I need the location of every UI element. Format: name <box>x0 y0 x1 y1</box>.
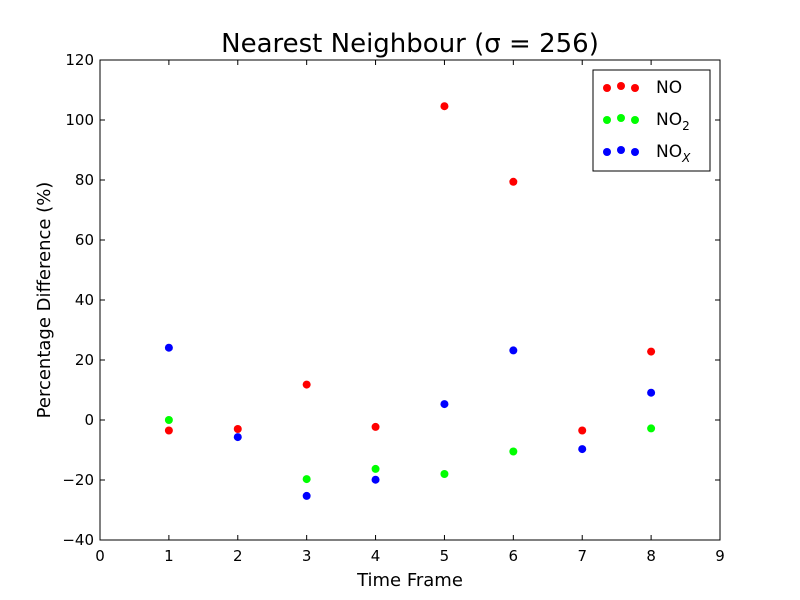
chart-title: Nearest Neighbour (σ = 256) <box>221 29 599 59</box>
data-point-series-0 <box>233 425 242 433</box>
data-point-series-2 <box>509 346 518 355</box>
legend-marker <box>603 148 611 156</box>
x-tick-label: 7 <box>577 547 587 565</box>
data-point-series-2 <box>164 343 173 352</box>
x-axis-label: Time Frame <box>356 570 463 591</box>
y-tick-label: 60 <box>75 231 94 249</box>
legend-marker <box>603 116 611 124</box>
y-axis-label: Percentage Difference (%) <box>34 182 55 419</box>
data-points <box>164 102 656 500</box>
data-point-series-2 <box>578 445 587 454</box>
x-tick-label: 4 <box>371 547 381 565</box>
data-point-series-1 <box>440 470 449 478</box>
legend-marker <box>617 114 625 122</box>
data-point-series-0 <box>371 422 380 431</box>
y-tick-label: 100 <box>65 111 94 129</box>
data-point-series-0 <box>302 380 311 389</box>
legend-marker <box>631 148 639 156</box>
legend-marker <box>603 84 611 92</box>
data-point-series-0 <box>578 426 587 435</box>
data-point-series-1 <box>302 475 311 484</box>
y-tick-label: 40 <box>75 291 94 309</box>
legend-marker <box>617 82 625 90</box>
data-point-series-1 <box>509 447 518 456</box>
x-tick-label: 6 <box>509 547 519 565</box>
data-point-series-1 <box>647 424 656 433</box>
y-tick-label: 120 <box>65 51 94 69</box>
x-tick-label: 2 <box>233 547 243 565</box>
y-tick-label: 0 <box>84 411 94 429</box>
legend-entries: NO NO2 NOX <box>603 78 691 165</box>
data-point-series-2 <box>440 400 449 409</box>
data-point-series-1 <box>164 416 173 424</box>
legend-label: NO2 <box>656 110 690 133</box>
y-tick-label: −40 <box>62 531 94 549</box>
y-tick-label: −20 <box>62 471 94 489</box>
data-point-series-0 <box>647 347 656 356</box>
x-tick-label: 1 <box>164 547 174 565</box>
data-point-series-2 <box>233 433 242 442</box>
legend-label: NO <box>656 78 682 98</box>
x-tick-label: 9 <box>715 547 725 565</box>
y-tick-label: 20 <box>75 351 94 369</box>
data-point-series-0 <box>440 102 449 111</box>
legend-marker <box>631 84 639 92</box>
x-tick-label: 5 <box>440 547 450 565</box>
data-point-series-1 <box>371 464 380 473</box>
data-point-series-0 <box>509 177 518 186</box>
legend-label: NOX <box>656 142 691 165</box>
legend-marker <box>617 146 625 154</box>
data-point-series-2 <box>371 475 380 484</box>
legend-box <box>592 69 711 172</box>
data-point-series-0 <box>164 426 173 435</box>
axis-ticks: 0 1 2 3 4 5 6 7 8 9 −40 −20 0 20 40 60 80 100 120 <box>62 51 724 565</box>
y-tick-label: 80 <box>75 171 94 189</box>
x-tick-label: 3 <box>302 547 312 565</box>
legend: NO NO2 NOX <box>592 69 711 172</box>
data-point-series-2 <box>302 491 311 500</box>
x-tick-label: 8 <box>646 547 656 565</box>
x-tick-label: 0 <box>95 547 105 565</box>
data-point-series-2 <box>647 388 656 397</box>
legend-marker <box>631 116 639 124</box>
